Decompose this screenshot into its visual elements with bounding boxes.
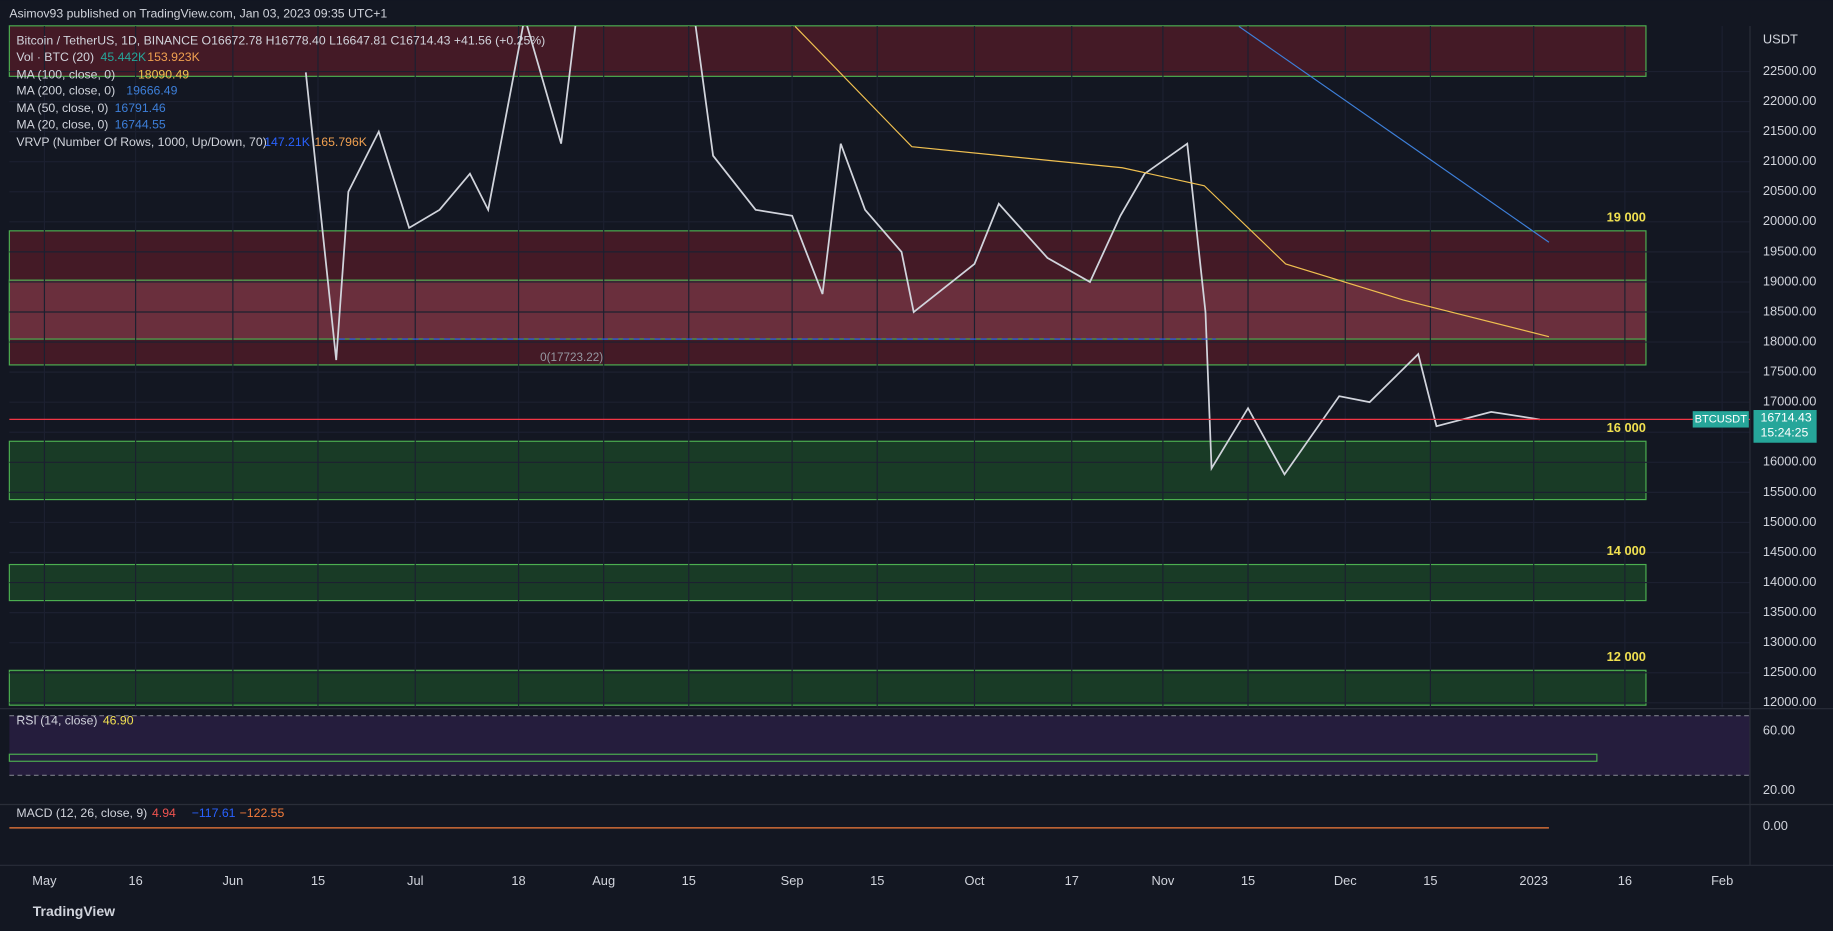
ma50-value: 16791.46: [115, 101, 166, 115]
x-tick-label: 16: [1618, 873, 1632, 888]
x-tick-label: May: [32, 873, 57, 888]
y-tick-label: 17500.00: [1763, 364, 1817, 379]
zone: [8, 279, 1647, 340]
price-tag-name: BTCUSDT: [1695, 413, 1748, 425]
rsi-value: 46.90: [103, 714, 134, 728]
rsi-zone: [8, 753, 1598, 762]
x-tick-label: 15: [1241, 873, 1255, 888]
price-tag: [1692, 411, 1749, 428]
zone-label: 12 000: [1607, 649, 1646, 664]
y-tick-label: 22500.00: [1763, 63, 1817, 78]
ma200-legend: MA (200, close, 0): [16, 84, 115, 98]
x-tick-label: 15: [682, 873, 696, 888]
macd-value: 4.94: [152, 806, 176, 820]
y-tick-label: 12500.00: [1763, 664, 1817, 679]
zone: [8, 440, 1647, 501]
rsi-band: [9, 715, 1751, 776]
y-tick-label: 19000.00: [1763, 273, 1817, 288]
vol-value: 45.442K: [101, 50, 148, 64]
y-tick-label: 12000.00: [1763, 694, 1817, 709]
countdown: 15:24:25: [1761, 426, 1809, 440]
x-tick-label: 15: [870, 873, 884, 888]
symbol-legend: Bitcoin / TetherUS, 1D, BINANCE O16672.7…: [16, 33, 545, 47]
y-tick-label: 20000.00: [1763, 213, 1817, 228]
fib-label: 0(17723.22): [540, 351, 603, 364]
unit: USDT: [1763, 31, 1798, 46]
x-tick-label: 2023: [1519, 873, 1548, 888]
x-tick-label: 18: [511, 873, 525, 888]
vrvp-value: 147.21K: [264, 135, 311, 149]
x-tick-label: 17: [1065, 873, 1079, 888]
vrvp-value: 165.796K: [314, 135, 367, 149]
x-tick-label: Nov: [1151, 873, 1174, 888]
y-tick-label: 21500.00: [1763, 123, 1817, 138]
publisher: Asimov93 published on TradingView.com, J…: [9, 6, 387, 20]
x-tick-label: Sep: [781, 873, 804, 888]
grid: [9, 25, 1751, 708]
y-tick-label: 21000.00: [1763, 153, 1817, 168]
moving-average: [1238, 25, 1550, 243]
macd-legend: MACD (12, 26, close, 9): [16, 806, 147, 820]
x-tick-label: Feb: [1711, 873, 1733, 888]
y-tick-label: 13500.00: [1763, 604, 1817, 619]
macd-value: −122.55: [240, 806, 285, 820]
y-tick-label: 18000.00: [1763, 333, 1817, 348]
y-tick-label: 14500.00: [1763, 544, 1817, 559]
x-tick-label: 15: [1423, 873, 1437, 888]
price-line: [304, 25, 1540, 477]
x-tick-label: Jun: [223, 873, 244, 888]
x-tick-label: Dec: [1334, 873, 1357, 888]
y-tick-label: 19500.00: [1763, 243, 1817, 258]
x-tick-label: 16: [128, 873, 142, 888]
y-tick-label: 22000.00: [1763, 93, 1817, 108]
ma20-value: 16744.55: [115, 118, 166, 132]
x-tick-label: Aug: [592, 873, 615, 888]
footer-logo: TradingView: [33, 903, 115, 919]
macd-value: −117.61: [192, 806, 236, 820]
vol-value: 153.923K: [147, 50, 200, 64]
x-tick-label: Oct: [964, 873, 984, 888]
y-tick-label: 20500.00: [1763, 183, 1817, 198]
price-label-bg: [1753, 410, 1817, 443]
y-tick-label: 14000.00: [1763, 574, 1817, 589]
y-tick-label: 15500.00: [1763, 484, 1817, 499]
zone-label: 19 000: [1607, 209, 1646, 224]
ma100-legend: MA (100, close, 0): [16, 67, 115, 81]
price-label: 16714.43: [1761, 410, 1812, 424]
ma20-legend: MA (20, close, 0): [16, 118, 108, 132]
y-tick-label: 13000.00: [1763, 634, 1817, 649]
vol-legend: Vol · BTC (20): [16, 50, 94, 64]
rsi-legend: RSI (14, close): [16, 714, 97, 728]
zone: [8, 25, 1647, 77]
y-tick-label: 16000.00: [1763, 454, 1817, 469]
moving-average: [794, 26, 1550, 338]
ma200-value: 19666.49: [126, 84, 177, 98]
x-tick-label: Jul: [407, 873, 423, 888]
zone-label: 14 000: [1607, 543, 1646, 558]
zone-label: 16 000: [1607, 420, 1646, 435]
macd-tick: 0.00: [1763, 818, 1788, 833]
y-tick-label: 15000.00: [1763, 514, 1817, 529]
vrvp-legend: VRVP (Number Of Rows, 1000, Up/Down, 70): [16, 135, 266, 149]
zone: [8, 669, 1647, 706]
x-tick-label: 15: [311, 873, 325, 888]
y-tick-label: 17000.00: [1763, 394, 1817, 409]
y-tick-label: 18500.00: [1763, 303, 1817, 318]
plot: [304, 25, 1550, 477]
ma50-legend: MA (50, close, 0): [16, 101, 108, 115]
ma100-value: 18090.49: [138, 67, 189, 81]
rsi-tick: 20.00: [1763, 782, 1795, 797]
rsi-tick: 60.00: [1763, 722, 1795, 737]
